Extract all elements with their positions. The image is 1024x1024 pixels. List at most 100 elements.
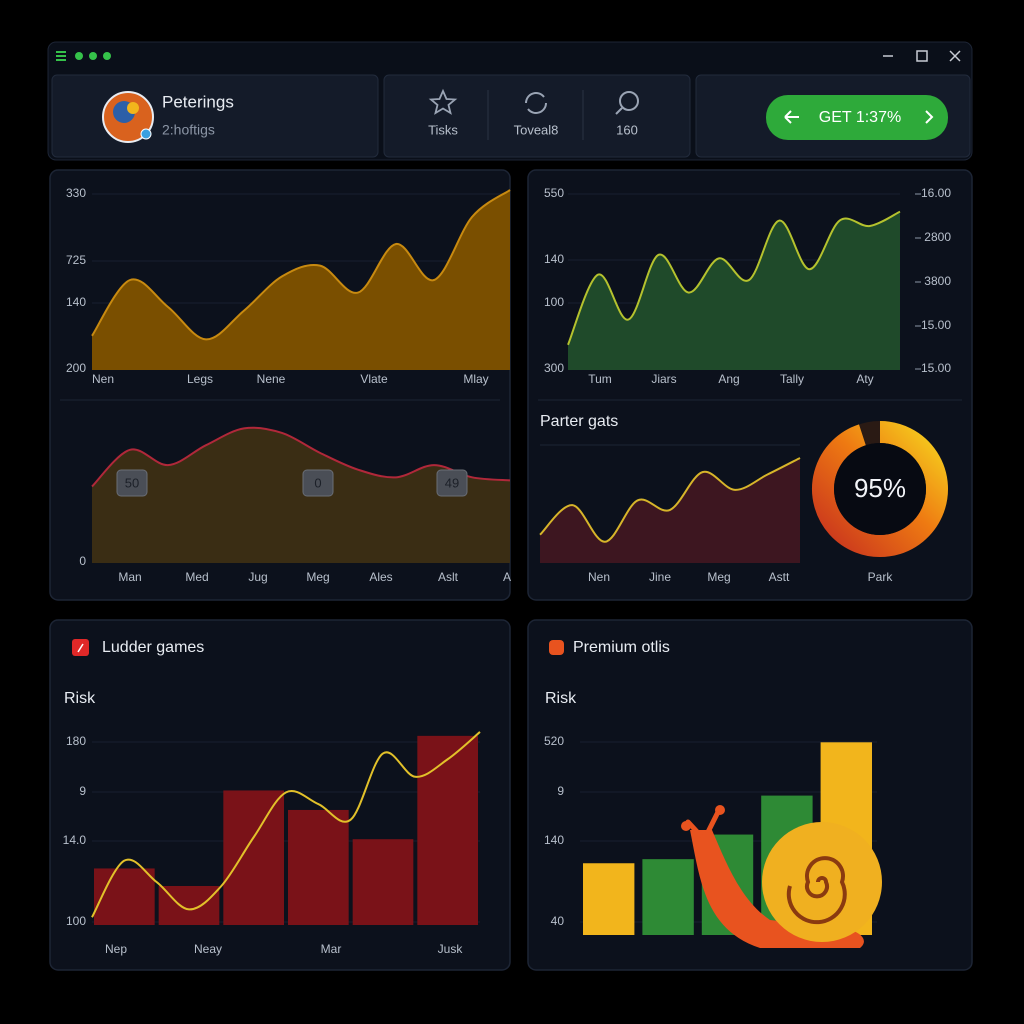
snail-eye xyxy=(681,821,691,831)
snail-spiral xyxy=(786,856,847,925)
line xyxy=(91,189,511,341)
bar xyxy=(352,839,414,925)
profile-subtitle: 2:hoftigs xyxy=(162,122,215,138)
x-tick-label: Astt xyxy=(769,570,790,584)
x-tick-label: Jusk xyxy=(438,942,464,956)
x-tick-label: Nen xyxy=(588,570,610,584)
y-tick-label: 200 xyxy=(66,361,86,375)
y-tick-label: 9 xyxy=(557,784,564,798)
y-tick-label: 100 xyxy=(544,295,564,309)
dot xyxy=(103,52,111,60)
x-tick-label: Ang xyxy=(718,372,739,386)
badge xyxy=(436,469,468,497)
axis-label: Risk xyxy=(545,690,577,707)
tab-label[interactable]: 160 xyxy=(616,122,638,137)
x-tick-label: A xyxy=(503,570,511,584)
x-tick-label: Legs xyxy=(187,372,213,386)
status-dot xyxy=(140,128,152,140)
y-tick-label: 100 xyxy=(66,914,86,928)
x-tick-label: Meg xyxy=(306,570,329,584)
legend-icon xyxy=(549,640,564,655)
badge-label: 50 xyxy=(125,475,139,490)
x-tick-label: Aty xyxy=(856,372,873,386)
maximize[interactable] xyxy=(916,50,928,62)
tab-label[interactable]: Toveal8 xyxy=(514,122,559,137)
bar xyxy=(288,809,349,925)
area xyxy=(568,211,900,370)
y-tick-label: 0 xyxy=(79,554,86,568)
x-tick-label: Tum xyxy=(588,372,612,386)
menu-icon[interactable] xyxy=(56,51,66,61)
x-tick-label: Ales xyxy=(369,570,392,584)
bar xyxy=(94,868,155,925)
avatar-detail xyxy=(127,102,139,114)
tabs-card xyxy=(383,74,691,158)
arrow-left xyxy=(784,110,799,124)
y2-tick-label: 15.00 xyxy=(921,318,951,332)
search-icon xyxy=(619,91,639,111)
y2-tick-label: 2800 xyxy=(924,230,951,244)
badge-label: 0 xyxy=(314,475,321,490)
dot xyxy=(89,52,97,60)
donut-label: Park xyxy=(868,570,894,584)
x-tick-label: Meg xyxy=(707,570,730,584)
y-tick-label: 550 xyxy=(544,186,564,200)
chart-title: Parter gats xyxy=(540,413,618,430)
y2-tick-label: 15.00 xyxy=(921,361,951,375)
line xyxy=(91,731,481,918)
y-tick-label: 140 xyxy=(544,833,564,847)
donut-arc xyxy=(812,421,948,557)
y-tick-label: 725 xyxy=(66,253,86,267)
arrow-right xyxy=(925,110,934,124)
x-tick-label: Jiars xyxy=(651,372,676,386)
y-tick-label: 520 xyxy=(544,734,564,748)
area xyxy=(92,427,510,563)
tab[interactable]: 160 xyxy=(616,122,638,137)
snail-eye xyxy=(715,805,725,815)
tab[interactable]: Tisks xyxy=(428,122,458,137)
bar xyxy=(583,863,635,935)
x-tick-label: Man xyxy=(118,570,141,584)
dot xyxy=(75,52,83,60)
chart-title: Ludder games xyxy=(102,639,204,656)
axis-label: Risk xyxy=(64,690,96,707)
y-tick-label: 140 xyxy=(544,252,564,266)
badge xyxy=(302,469,334,497)
line xyxy=(91,426,511,488)
y-tick-label: 14.0 xyxy=(63,833,87,847)
x-tick-label: Vlate xyxy=(360,372,388,386)
snail-shell xyxy=(762,822,882,942)
profile-card xyxy=(51,74,379,158)
y-tick-label: 140 xyxy=(66,295,86,309)
snail-body xyxy=(690,830,864,948)
search-handle xyxy=(615,107,623,115)
x-tick-label: Mlay xyxy=(463,372,488,386)
donut-hole xyxy=(834,443,926,535)
y-tick-label: 9 xyxy=(79,784,86,798)
window-dots xyxy=(56,51,111,61)
legend-icon-mark xyxy=(77,643,84,653)
bar xyxy=(158,886,220,925)
line xyxy=(539,457,801,543)
y-tick-label: 330 xyxy=(66,186,86,200)
x-tick-label: Nene xyxy=(257,372,286,386)
y2-tick-label: 3800 xyxy=(924,274,951,288)
get-button[interactable] xyxy=(766,95,948,140)
profile-name: Peterings xyxy=(162,92,234,111)
bar xyxy=(642,859,694,935)
badge xyxy=(116,469,148,497)
y-tick-label: 180 xyxy=(66,734,86,748)
x-tick-label: Nen xyxy=(92,372,114,386)
y-tick-label: 300 xyxy=(544,361,564,375)
refresh-icon xyxy=(525,92,547,114)
x-tick-label: Jine xyxy=(649,570,671,584)
y-tick-label: 40 xyxy=(551,914,565,928)
button-label[interactable]: GET 1:37% xyxy=(819,109,901,126)
chart-title: Premium otlis xyxy=(573,639,670,656)
tab[interactable]: Toveal8 xyxy=(514,122,559,137)
area xyxy=(92,190,510,370)
tab-label[interactable]: Tisks xyxy=(428,122,458,137)
x-tick-label: Med xyxy=(185,570,208,584)
close[interactable] xyxy=(949,50,961,62)
